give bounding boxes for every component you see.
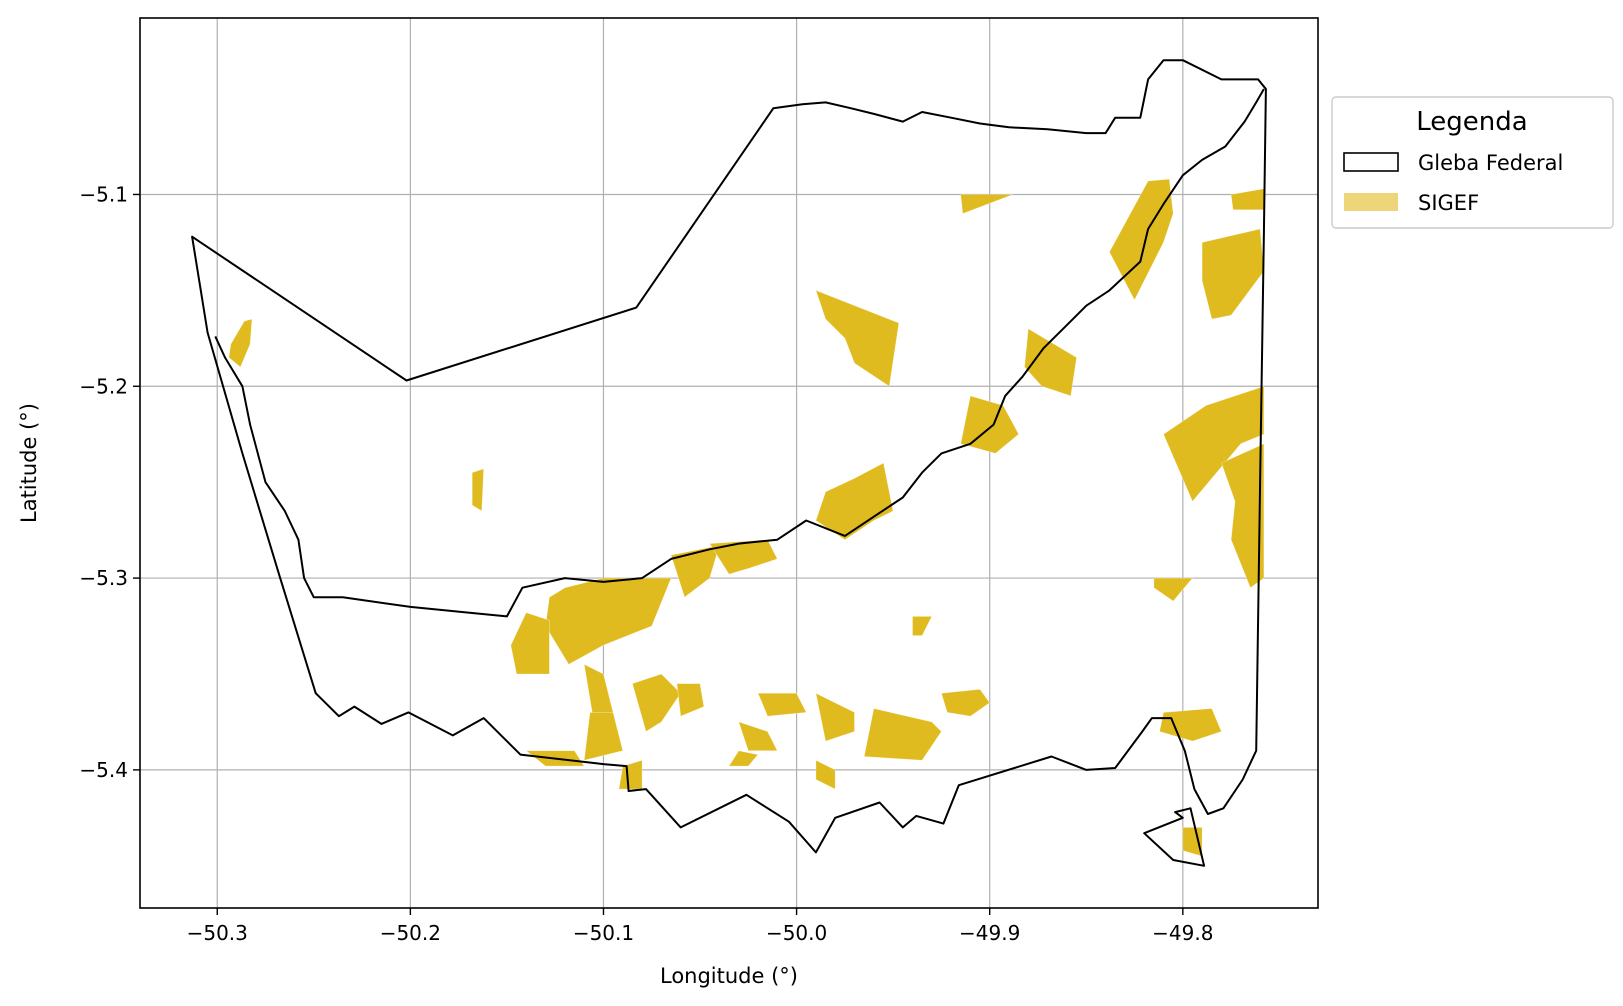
sigef-parcel: [471, 468, 485, 512]
x-tick-label: −50.0: [766, 921, 827, 945]
sigef-parcel: [815, 759, 836, 790]
y-tick-label: −5.2: [79, 374, 128, 398]
sigef-parcel: [815, 289, 900, 387]
gleba-outer-boundary: [191, 59, 1267, 854]
sigef-parcel: [912, 616, 933, 636]
sigef-parcel: [960, 194, 1014, 215]
y-tick-label: −5.3: [79, 566, 128, 590]
sigef-parcel: [863, 708, 942, 761]
y-tick-label: −5.1: [79, 182, 128, 206]
legend-label-gleba-federal: Gleba Federal: [1418, 151, 1563, 175]
legend-swatch-sigef: [1344, 193, 1398, 211]
sigef-parcel: [545, 577, 672, 665]
sigef-parcel: [738, 721, 778, 752]
sigef-parcel: [1024, 328, 1077, 397]
gleba-enclave-boundary: [1143, 807, 1206, 867]
axis-ticks: −50.3 −50.2 −50.1 −50.0 −49.9 −49.8 −5.1 −5.2 −5…: [79, 182, 1213, 945]
legend-label-sigef: SIGEF: [1418, 191, 1479, 215]
x-axis-title: Longitude (°): [660, 964, 798, 988]
sigef-parcel: [1163, 385, 1265, 502]
sigef-parcel: [1153, 577, 1194, 602]
legend-title: Legenda: [1416, 107, 1527, 137]
sigef-parcel: [228, 318, 253, 368]
y-tick-label: −5.4: [79, 758, 128, 782]
sigef-parcel: [676, 683, 705, 717]
sigef-parcel: [728, 750, 759, 767]
legend-frame: [1331, 96, 1614, 229]
sigef-parcel: [1109, 178, 1174, 301]
sigef-parcels: [228, 178, 1265, 857]
sigef-parcel: [1201, 228, 1265, 320]
sigef-parcel: [815, 462, 894, 541]
x-tick-label: −50.1: [573, 921, 634, 945]
gleba-federal-boundary: [191, 59, 1267, 867]
sigef-parcel: [510, 612, 550, 675]
legend: Legenda Gleba Federal SIGEF: [1331, 96, 1614, 229]
sigef-parcel: [709, 539, 778, 575]
y-axis-title: Latitude (°): [17, 403, 41, 523]
gleba-inner-boundary: [214, 88, 1265, 618]
sigef-parcel: [757, 692, 807, 717]
x-tick-label: −49.8: [1152, 921, 1213, 945]
x-tick-label: −50.2: [380, 921, 441, 945]
x-tick-label: −50.3: [187, 921, 248, 945]
sigef-parcel: [1221, 443, 1265, 589]
sigef-parcel: [941, 688, 991, 717]
plot-frame: [139, 17, 1319, 909]
legend-swatch-gleba-federal: [1343, 152, 1399, 172]
x-tick-label: −49.9: [959, 921, 1020, 945]
sigef-parcel: [670, 545, 720, 598]
sigef-parcel: [632, 673, 682, 732]
sigef-parcel: [815, 692, 855, 742]
sigef-parcel: [583, 712, 624, 761]
sigef-parcel: [1159, 708, 1222, 742]
